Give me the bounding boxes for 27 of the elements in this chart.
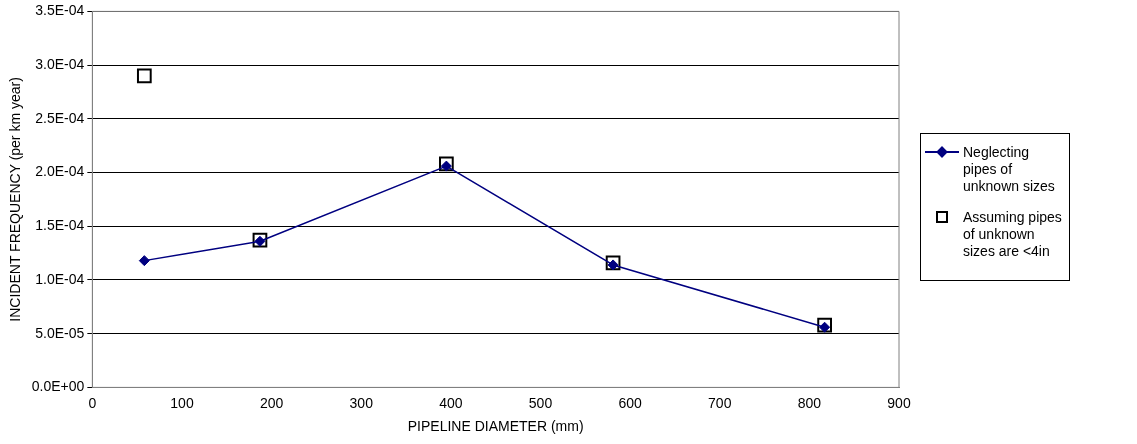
point [440, 160, 452, 172]
x-axis-title: PIPELINE DIAMETER (mm) [407, 418, 584, 435]
point [819, 321, 831, 333]
x-tick-label: 300 [349, 394, 374, 411]
x-tick-label: 200 [259, 394, 284, 411]
point [138, 255, 150, 267]
y-axis-title: INCIDENT FREQUENCY (per km year) [7, 77, 24, 322]
x-tick-label: 400 [439, 394, 463, 411]
y-tick-label: 1.0E-04 [35, 270, 85, 287]
y-tick-label: 2.0E-04 [35, 163, 85, 180]
x-tick-label: 0 [88, 394, 97, 411]
x-tick-label: 600 [618, 394, 643, 411]
y-tick-label: 2.5E-04 [35, 109, 85, 126]
legend-label: Neglecting pipes of unknown sizes [963, 144, 1056, 195]
y-tick-label: 0.0E+00 [31, 378, 85, 395]
y-tick-label: 1.5E-04 [35, 217, 85, 234]
legend-label: Assuming pipes of unknown sizes are <4in [963, 209, 1063, 260]
y-tick-label: 3.5E-04 [35, 2, 85, 19]
y-tick-label: 5.0E-05 [35, 324, 85, 341]
x-tick-label: 900 [887, 394, 911, 411]
x-tick-label: 700 [708, 394, 732, 411]
x-tick-label: 500 [528, 394, 553, 411]
point [607, 259, 619, 271]
y-tick-label: 3.0E-04 [35, 55, 85, 72]
x-tick-label: 800 [797, 394, 822, 411]
point [136, 68, 152, 84]
x-tick-label: 100 [170, 394, 194, 411]
